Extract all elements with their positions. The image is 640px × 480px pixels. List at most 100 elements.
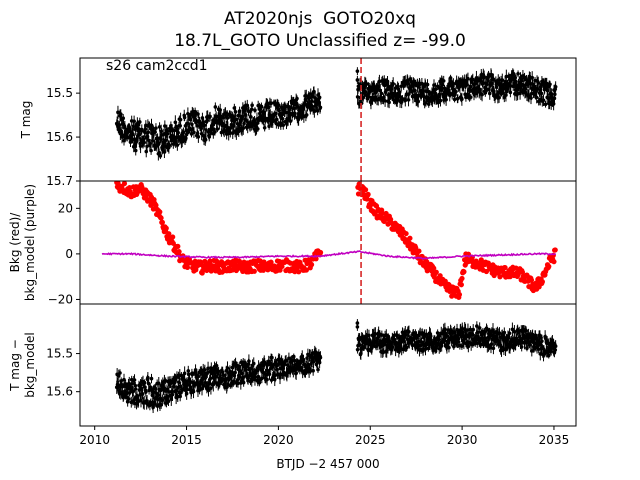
x-tick-label: 2035 xyxy=(539,433,570,447)
data-point xyxy=(454,89,458,94)
data-point xyxy=(292,358,297,363)
data-point xyxy=(437,334,442,338)
data-point xyxy=(269,378,274,382)
data-point xyxy=(142,140,147,145)
data-point xyxy=(228,369,232,374)
data-point xyxy=(122,377,126,382)
data-point xyxy=(355,95,360,99)
data-point xyxy=(209,386,213,391)
data-point xyxy=(196,134,201,139)
data-point xyxy=(148,141,153,146)
x-tick-label: 2030 xyxy=(447,433,478,447)
data-point xyxy=(553,344,558,349)
plot-area-top xyxy=(114,67,558,161)
data-point xyxy=(203,368,207,372)
data-point xyxy=(500,78,505,82)
chart-title-line2: 18.7L_GOTO Unclassified z= -99.0 xyxy=(174,31,466,51)
data-point xyxy=(379,91,384,96)
data-point xyxy=(295,96,299,101)
data-point xyxy=(133,142,137,147)
data-point xyxy=(167,143,172,148)
data-point xyxy=(539,91,544,96)
data-point xyxy=(172,128,176,133)
data-point xyxy=(391,82,395,86)
data-point xyxy=(414,336,419,341)
data-point xyxy=(116,110,120,115)
sector-annotation: s26 cam2ccd1 xyxy=(106,58,208,74)
bkg-point xyxy=(184,264,191,271)
data-point xyxy=(284,110,288,115)
data-point xyxy=(413,88,417,93)
data-point xyxy=(530,349,534,353)
data-point xyxy=(146,381,151,386)
panel-background: 20 0 −20 Bkg (red)/bkg_model (purple) xyxy=(8,180,577,306)
data-point xyxy=(466,344,471,349)
data-point xyxy=(314,350,318,355)
bkg-point xyxy=(416,248,422,254)
data-point xyxy=(196,112,200,116)
data-point xyxy=(447,345,451,350)
data-point xyxy=(242,375,246,379)
data-point xyxy=(316,367,320,372)
x-axis-label: BTJD −2 457 000 xyxy=(276,457,379,471)
data-point xyxy=(117,123,122,127)
data-point xyxy=(131,132,135,137)
data-point xyxy=(206,366,210,371)
data-point xyxy=(315,109,320,113)
data-point xyxy=(139,127,144,132)
y-tick-label: 15.5 xyxy=(46,347,73,361)
data-point xyxy=(182,115,187,120)
bkg-point xyxy=(170,234,176,240)
data-point xyxy=(405,345,409,350)
bkg-point xyxy=(148,202,154,208)
data-point xyxy=(553,84,558,89)
data-point xyxy=(247,359,251,364)
chart-title-line1: AT2020njs GOTO20xq xyxy=(224,9,416,29)
data-point xyxy=(363,90,368,95)
bkg-point xyxy=(279,263,285,270)
data-point xyxy=(311,368,315,373)
data-point xyxy=(220,121,225,126)
data-point xyxy=(200,386,204,391)
bkg-point xyxy=(497,274,503,280)
bkg-point xyxy=(367,203,373,209)
data-point xyxy=(456,96,460,101)
data-point xyxy=(216,369,221,374)
data-point xyxy=(249,115,253,119)
data-point xyxy=(383,99,387,103)
data-point xyxy=(491,346,496,351)
data-point xyxy=(236,381,240,386)
data-point xyxy=(536,347,541,351)
bkg-point xyxy=(502,264,508,271)
data-point xyxy=(274,111,278,116)
data-point xyxy=(204,128,208,132)
data-point xyxy=(253,108,257,113)
data-point xyxy=(154,126,158,130)
data-point xyxy=(477,326,482,330)
data-point xyxy=(202,123,207,127)
data-point xyxy=(180,139,185,144)
data-point xyxy=(234,117,238,122)
data-point xyxy=(548,82,552,87)
bkg-point xyxy=(158,215,164,221)
data-point xyxy=(148,400,153,405)
bkg-point xyxy=(461,269,467,275)
data-point xyxy=(318,105,323,110)
data-point xyxy=(211,382,216,387)
data-point xyxy=(260,376,264,381)
data-point xyxy=(255,127,260,131)
data-point xyxy=(206,388,211,393)
data-point xyxy=(522,75,527,80)
data-point xyxy=(263,116,268,121)
data-point xyxy=(460,97,464,102)
bkg-point xyxy=(546,263,552,270)
bkg-point xyxy=(459,275,465,282)
data-point xyxy=(308,369,313,373)
data-point xyxy=(468,95,473,100)
data-point xyxy=(403,98,408,103)
data-point xyxy=(381,350,385,355)
data-point xyxy=(307,95,311,100)
plot-area-bottom xyxy=(114,319,558,414)
data-point xyxy=(207,135,212,139)
bkg-point xyxy=(166,231,172,237)
